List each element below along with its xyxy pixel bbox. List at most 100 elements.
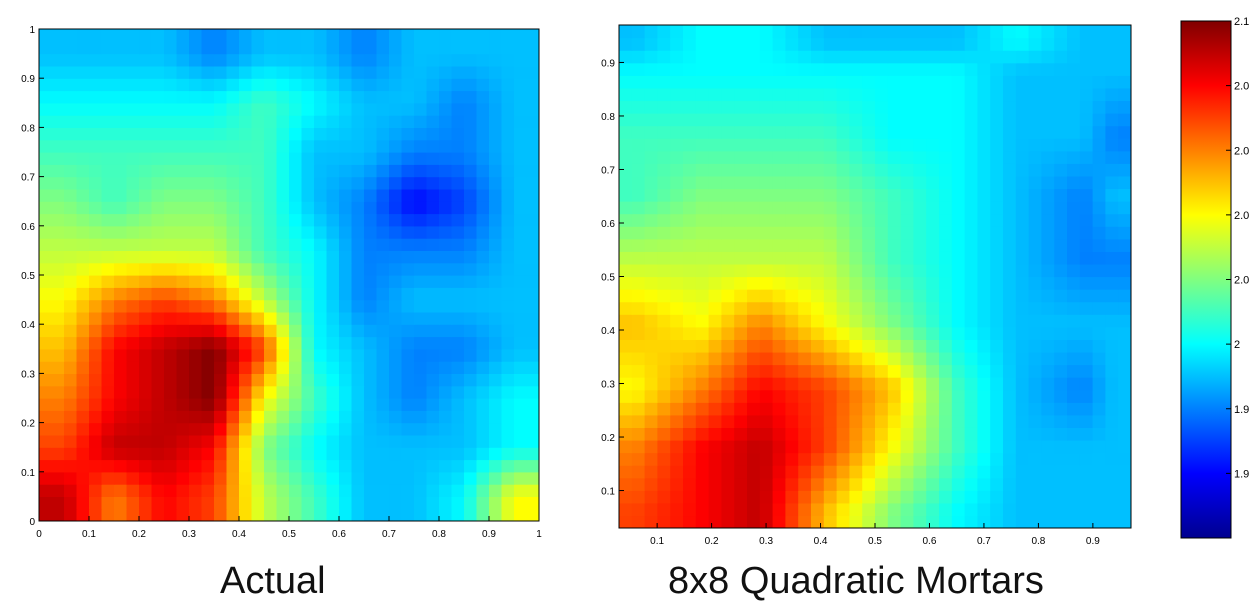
heatmap-cell xyxy=(1041,226,1055,240)
heatmap-cell xyxy=(264,102,278,116)
heatmap-cell xyxy=(76,201,90,215)
heatmap-cell xyxy=(926,502,940,517)
heatmap-cell xyxy=(1067,289,1081,303)
heatmap-cell xyxy=(1003,490,1017,504)
heatmap-cell xyxy=(464,311,478,325)
heatmap-cell xyxy=(451,508,465,521)
heatmap-cell xyxy=(670,175,684,190)
heatmap-cell xyxy=(951,351,966,366)
heatmap-cell xyxy=(1092,402,1106,416)
heatmap-cell xyxy=(351,176,365,190)
heatmap-cell xyxy=(657,75,671,89)
heatmap-cell xyxy=(314,484,328,497)
heatmap-cell xyxy=(164,508,178,521)
heatmap-cell xyxy=(401,152,415,165)
heatmap-cell xyxy=(289,250,303,264)
heatmap-cell xyxy=(631,502,646,517)
heatmap-cell xyxy=(189,471,203,485)
heatmap-cell xyxy=(51,398,65,411)
heatmap-cell xyxy=(214,188,228,202)
heatmap-cell xyxy=(939,452,953,466)
heatmap-cell xyxy=(1105,138,1119,152)
heatmap-cell xyxy=(644,87,658,102)
heatmap-cell xyxy=(875,163,889,177)
heatmap-cell xyxy=(708,276,722,290)
heatmap-cell xyxy=(657,402,671,416)
heatmap-cell xyxy=(239,361,253,374)
heatmap-cell xyxy=(913,138,927,152)
heatmap-cell xyxy=(926,238,940,252)
heatmap-cell xyxy=(926,377,940,391)
heatmap-cell xyxy=(164,90,178,104)
heatmap-cell xyxy=(1067,364,1081,378)
heatmap-cell xyxy=(114,29,128,42)
heatmap-cell xyxy=(721,377,735,391)
heatmap-cell xyxy=(657,289,671,303)
heatmap-cell xyxy=(464,336,478,350)
heatmap-cell xyxy=(489,176,503,190)
heatmap-cell xyxy=(389,348,403,362)
heatmap-cell xyxy=(862,314,876,328)
heatmap-cell xyxy=(977,37,991,51)
x-tick-label: 0.5 xyxy=(868,536,882,547)
heatmap-cell xyxy=(1015,25,1030,39)
heatmap-cell xyxy=(151,447,165,461)
heatmap-cell xyxy=(759,150,774,164)
heatmap-cell xyxy=(101,139,115,153)
heatmap-cell xyxy=(226,447,240,461)
heatmap-cell xyxy=(214,139,228,153)
heatmap-cell xyxy=(913,477,927,491)
heatmap-cell xyxy=(51,115,65,128)
heatmap-cell xyxy=(811,87,825,102)
heatmap-cell xyxy=(426,213,440,227)
heatmap-cell xyxy=(39,324,53,338)
heatmap-cell xyxy=(977,62,991,76)
heatmap-cell xyxy=(451,422,465,436)
heatmap-cell xyxy=(89,250,103,264)
heatmap-cell xyxy=(89,422,103,436)
heatmap-cell xyxy=(351,29,365,42)
heatmap-cell xyxy=(189,508,203,521)
heatmap-cell xyxy=(785,62,799,76)
heatmap-cell xyxy=(1041,465,1055,479)
heatmap-cell xyxy=(772,175,786,190)
heatmap-cell xyxy=(164,434,178,448)
heatmap-cell xyxy=(619,339,633,353)
heatmap-cell xyxy=(489,275,503,288)
heatmap-cell xyxy=(64,398,78,411)
heatmap-cell xyxy=(514,398,528,411)
heatmap-cell xyxy=(695,465,710,479)
heatmap-cell xyxy=(939,163,953,177)
heatmap-cell xyxy=(1067,402,1081,416)
heatmap-cell xyxy=(489,336,503,350)
x-tick-label: 0.4 xyxy=(814,536,828,547)
heatmap-cell xyxy=(64,65,78,79)
heatmap-cell xyxy=(514,78,528,92)
heatmap-cell xyxy=(51,434,65,448)
heatmap-cell xyxy=(887,402,902,416)
heatmap-cell xyxy=(289,41,303,55)
heatmap-cell xyxy=(464,188,478,202)
heatmap-cell xyxy=(514,410,528,424)
heatmap-cell xyxy=(39,422,53,436)
heatmap-cell xyxy=(747,50,761,64)
heatmap-cell xyxy=(644,50,658,64)
heatmap-cell xyxy=(401,139,415,153)
heatmap-cell xyxy=(314,311,328,325)
heatmap-cell xyxy=(1054,175,1068,190)
heatmap-cell xyxy=(326,336,340,350)
heatmap-cell xyxy=(619,25,633,39)
heatmap-cell xyxy=(939,339,953,353)
heatmap-cell xyxy=(426,41,440,55)
heatmap-cell xyxy=(514,508,528,521)
heatmap-cell xyxy=(514,102,528,116)
heatmap-cell xyxy=(708,502,722,517)
heatmap-cell xyxy=(89,385,103,399)
heatmap-cell xyxy=(501,238,515,251)
heatmap-cell xyxy=(683,351,697,366)
heatmap-cell xyxy=(214,422,228,436)
heatmap-cell xyxy=(900,515,914,528)
heatmap-cell xyxy=(76,115,90,128)
heatmap-cell xyxy=(101,238,115,251)
heatmap-cell xyxy=(376,250,390,264)
